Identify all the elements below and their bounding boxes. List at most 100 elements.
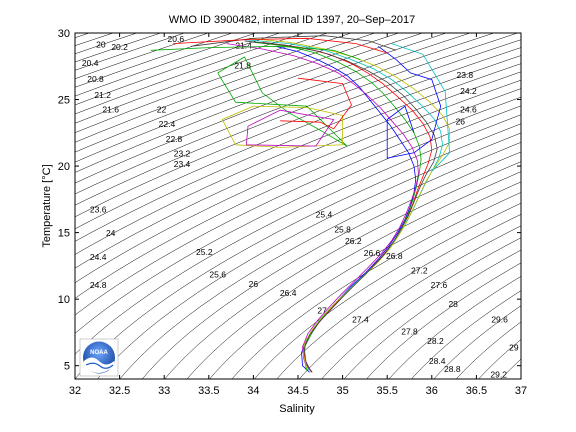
isopycnal-label: 20.6 bbox=[168, 34, 185, 44]
isopycnal-line bbox=[75, 33, 352, 133]
isopycnal-line bbox=[75, 33, 210, 80]
isopycnal-label: 24.2 bbox=[460, 86, 477, 96]
isopycnal-label: 21.8 bbox=[234, 61, 251, 71]
isopycnal-label: 20.4 bbox=[82, 58, 99, 68]
isopycnal-line bbox=[75, 39, 521, 218]
isopycnal-line bbox=[75, 33, 329, 124]
x-axis-label: Salinity bbox=[279, 403, 315, 415]
noaa-logo-text: NOAA bbox=[90, 350, 108, 356]
isopycnal-line bbox=[321, 237, 521, 379]
x-tick-label: 33.5 bbox=[198, 385, 219, 397]
isopycnal-label: 25.6 bbox=[209, 269, 226, 279]
isopycnal-line bbox=[366, 262, 521, 379]
isopycnal-label: 28 bbox=[448, 299, 458, 309]
isopycnal-label: 29.6 bbox=[491, 315, 508, 325]
isopycnal-label: 28.4 bbox=[429, 356, 446, 366]
isopycnal-label: 27.2 bbox=[411, 265, 428, 275]
plot-area bbox=[75, 33, 521, 379]
isopycnal-label: 21.6 bbox=[102, 104, 119, 114]
profile-line bbox=[244, 40, 438, 373]
profile-line bbox=[391, 43, 451, 172]
isopycnal-label: 27.8 bbox=[401, 327, 418, 337]
isopycnal-label: 26.2 bbox=[345, 236, 362, 246]
isopycnal-line bbox=[433, 305, 521, 379]
x-tick-label: 34.5 bbox=[287, 385, 308, 397]
profile-line bbox=[245, 109, 335, 147]
isopycnal-label: 22.4 bbox=[159, 119, 176, 129]
profile-lines bbox=[150, 35, 451, 373]
y-tick-label: 5 bbox=[64, 361, 70, 373]
isopycnal-line bbox=[75, 33, 519, 206]
isopycnal-line bbox=[411, 290, 521, 379]
x-tick-label: 32 bbox=[69, 385, 81, 397]
isopycnal-line bbox=[254, 202, 521, 379]
isopycnal-line bbox=[75, 96, 521, 316]
isopycnal-line bbox=[500, 358, 521, 379]
noaa-logo: NOAA bbox=[79, 338, 119, 377]
x-tick-label: 34 bbox=[247, 385, 259, 397]
x-tick-label: 33 bbox=[158, 385, 170, 397]
isopycnal-label: 27.4 bbox=[352, 315, 369, 325]
isopycnal-line bbox=[75, 33, 471, 184]
x-tick-label: 36 bbox=[426, 385, 438, 397]
chart-title: WMO ID 3900482, internal ID 1397, 20–Sep… bbox=[169, 14, 415, 26]
profile-line bbox=[226, 43, 419, 372]
y-tick-label: 20 bbox=[58, 161, 70, 173]
isopycnal-line bbox=[75, 114, 521, 355]
isopycnal-label: 25.4 bbox=[316, 210, 333, 220]
isopycnal-line bbox=[75, 55, 521, 242]
isopycnal-label: 20.2 bbox=[111, 42, 128, 52]
profile-line bbox=[221, 105, 344, 148]
isopycnal-line bbox=[478, 339, 521, 379]
x-tick-label: 35.5 bbox=[376, 385, 397, 397]
isopycnal-label: 23.2 bbox=[174, 148, 191, 158]
isopycnal-label: 25.2 bbox=[196, 247, 213, 257]
isopycnal-line bbox=[141, 151, 521, 379]
profile-line bbox=[248, 37, 451, 369]
isopycnal-line bbox=[455, 321, 521, 379]
isopycnal-line bbox=[209, 181, 521, 379]
isopycnal-label: 23.4 bbox=[174, 159, 191, 169]
isopycnal-label: 24.6 bbox=[460, 104, 477, 114]
isopycnal-line bbox=[75, 33, 281, 106]
isopycnal-line bbox=[231, 192, 521, 379]
y-tick-label: 15 bbox=[58, 228, 70, 240]
y-axis-label: Temperature [°C] bbox=[41, 164, 53, 247]
isopycnal-line bbox=[75, 63, 521, 255]
y-tick-label: 30 bbox=[58, 28, 70, 40]
isopycnal-line bbox=[298, 225, 521, 379]
isopycnal-line bbox=[75, 33, 305, 115]
y-axis: 5 10 15 20 25 30 bbox=[58, 28, 521, 373]
isopycnal-label: 28.2 bbox=[427, 336, 444, 346]
profile-line bbox=[378, 45, 442, 159]
isopycnal-line bbox=[75, 79, 521, 284]
isopycnal-line bbox=[388, 276, 521, 379]
profile-line bbox=[150, 45, 361, 60]
isopycnal-label: 26.4 bbox=[280, 288, 297, 298]
isopycnal-label: 28.8 bbox=[444, 364, 461, 374]
isopycnal-line bbox=[276, 214, 521, 379]
x-tick-label: 37 bbox=[515, 385, 527, 397]
isopycnal-label: 21.4 bbox=[235, 41, 252, 51]
isopycnal-line bbox=[75, 33, 495, 195]
profile-line bbox=[280, 77, 352, 130]
isopycnal-label: 29 bbox=[509, 343, 519, 353]
isopycnal-labels: 20 20.2 20.4 20.8 21.2 21.6 22 22.4 22.8 23.223.4… bbox=[82, 34, 519, 379]
isopycnal-line bbox=[343, 249, 521, 379]
isopycnal-line bbox=[75, 33, 448, 173]
isopycnal-line bbox=[75, 71, 521, 269]
isopycnal-line bbox=[164, 161, 521, 379]
isopycnal-label: 22.8 bbox=[166, 134, 183, 144]
isopycnal-label: 24.8 bbox=[90, 280, 107, 290]
isopycnal-label: 27 bbox=[317, 305, 327, 315]
isopycnal-label: 26.8 bbox=[386, 251, 403, 261]
isopycnal-label: 20.8 bbox=[87, 74, 104, 84]
isopycnal-line bbox=[75, 33, 233, 88]
x-axis: 32 32.5 33 33.5 34 34.5 35 35.5 36 36.5 37 bbox=[69, 33, 527, 397]
x-tick-label: 32.5 bbox=[109, 385, 130, 397]
isopycnal-line bbox=[119, 142, 521, 379]
isopycnal-label: 22 bbox=[157, 104, 167, 114]
isopycnal-label: 26 bbox=[456, 116, 466, 126]
isopycnal-label: 24.4 bbox=[90, 252, 107, 262]
x-tick-label: 36.5 bbox=[466, 385, 487, 397]
